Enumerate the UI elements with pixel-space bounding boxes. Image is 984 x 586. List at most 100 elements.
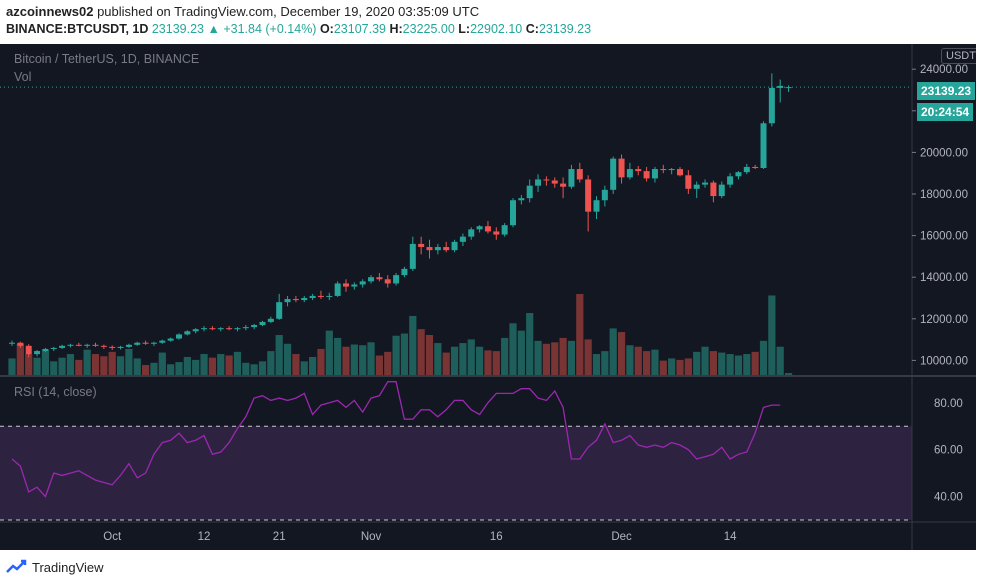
candle-body <box>242 327 249 329</box>
candle-body <box>660 169 667 171</box>
candle-body <box>560 183 567 187</box>
candle-body <box>17 342 24 346</box>
volume-bar <box>776 346 784 376</box>
candle-body <box>493 231 500 235</box>
volume-bar <box>442 352 450 376</box>
up-arrow-icon: ▲ <box>207 22 220 36</box>
volume-bar <box>267 351 275 376</box>
open-label: O: <box>319 22 334 36</box>
rsi-tick-label: 40.00 <box>934 492 963 504</box>
low-value: 22902.10 <box>470 22 523 36</box>
volume-bar <box>392 335 400 376</box>
time-tick-label: Oct <box>103 531 122 543</box>
volume-bar <box>559 337 567 376</box>
volume-bar <box>58 357 66 376</box>
volume-bar <box>217 354 225 376</box>
volume-bar <box>8 358 16 376</box>
volume-bar <box>734 355 743 376</box>
candle-body <box>59 345 66 348</box>
author-name[interactable]: azcoinnews02 <box>6 4 94 19</box>
candle-body <box>125 344 132 347</box>
candle-body <box>543 179 550 181</box>
candle-body <box>292 299 299 301</box>
volume-bar <box>367 342 375 376</box>
chart-area[interactable]: 24000.0022000.0020000.0018000.0016000.00… <box>0 44 976 550</box>
candle-body <box>159 340 166 343</box>
candle-body <box>309 295 316 298</box>
volume-bar <box>325 330 333 376</box>
candle-body <box>109 346 116 348</box>
price-tick-label: 12000.00 <box>920 314 968 326</box>
low-label: L: <box>458 22 471 36</box>
open-value: 23107.39 <box>333 22 386 36</box>
volume-bar <box>634 346 642 376</box>
publish-info: azcoinnews02 published on TradingView.co… <box>6 4 479 19</box>
rsi-tick-label: 80.00 <box>934 398 963 410</box>
candle-body <box>343 283 349 287</box>
volume-bar <box>768 295 776 376</box>
candle-body <box>768 87 775 124</box>
candle-body <box>601 189 608 201</box>
volume-bar <box>592 354 601 376</box>
volume-bar <box>709 351 717 376</box>
volume-bar <box>584 339 592 376</box>
candle-body <box>409 243 416 269</box>
volume-bar <box>359 345 367 376</box>
candle-body <box>368 277 375 282</box>
chart-title: Bitcoin / TetherUS, 1D, BINANCE <box>14 52 200 66</box>
candle-body <box>376 277 383 280</box>
volume-bar <box>517 330 525 376</box>
time-tick-label: 14 <box>724 531 737 543</box>
tradingview-brand: TradingView <box>32 559 104 575</box>
candle-body <box>434 247 441 251</box>
candle-body <box>201 328 208 330</box>
volume-bar <box>250 364 258 376</box>
time-tick-label: 16 <box>490 531 503 543</box>
volume-bar <box>492 351 500 376</box>
volume-bar <box>208 357 216 376</box>
symbol-label: BINANCE:BTCUSDT, 1D <box>6 22 149 36</box>
tradingview-footer[interactable]: TradingView <box>6 559 104 575</box>
volume-bar <box>409 315 417 376</box>
candle-body <box>334 283 341 296</box>
candle-body <box>635 169 642 172</box>
volume-bar <box>300 361 308 376</box>
volume-bar <box>375 355 383 376</box>
volume-bar <box>33 357 41 376</box>
currency-button[interactable]: USDT <box>941 48 976 64</box>
price-change: +31.84 (+0.14%) <box>223 22 317 36</box>
volume-bar <box>25 354 33 376</box>
candle-body <box>301 298 308 301</box>
countdown-tag: 20:24:54 <box>917 103 974 121</box>
tradingview-logo-icon <box>6 559 27 573</box>
candle-body <box>518 198 525 201</box>
close-label: C: <box>525 22 539 36</box>
candle-body <box>593 200 600 212</box>
volume-label: Vol <box>14 70 32 84</box>
candle-body <box>551 180 558 184</box>
candle-body <box>418 243 425 248</box>
candle-body <box>443 247 450 251</box>
candle-body <box>735 172 742 177</box>
candle-body <box>150 342 157 344</box>
volume-bar <box>233 351 242 376</box>
candle-body <box>134 342 141 345</box>
volume-bar <box>225 355 233 376</box>
volume-bar <box>41 350 49 376</box>
price-tick-label: 16000.00 <box>920 231 968 243</box>
candle-body <box>643 171 650 179</box>
candle-body <box>526 185 533 199</box>
candle-body <box>576 169 583 180</box>
chart-canvas[interactable]: 24000.0022000.0020000.0018000.0016000.00… <box>0 44 976 550</box>
volume-bar <box>651 349 659 376</box>
volume-bar <box>484 350 492 376</box>
candle-body <box>702 182 709 185</box>
candle-body <box>176 334 182 339</box>
volume-bar <box>459 343 467 376</box>
candle-body <box>743 166 750 173</box>
volume-bar <box>200 354 208 376</box>
ohlc-legend: BINANCE:BTCUSDT, 1D 23139.23 ▲ +31.84 (+… <box>6 22 591 36</box>
candle-body <box>535 179 542 186</box>
volume-bar <box>718 352 726 376</box>
volume-bar <box>425 335 434 376</box>
